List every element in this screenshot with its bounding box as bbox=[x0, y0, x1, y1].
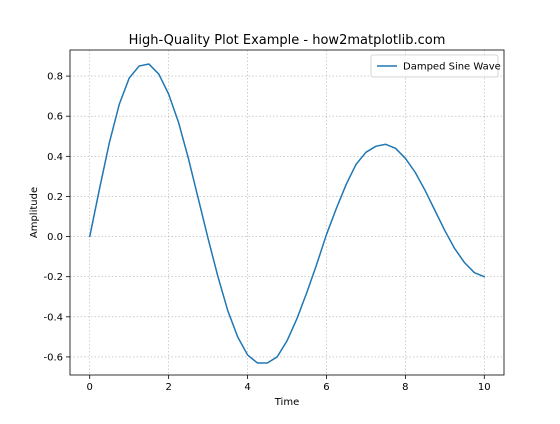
grid-lines bbox=[70, 50, 504, 375]
series-lines bbox=[88, 63, 486, 364]
x-tick-label: 8 bbox=[402, 382, 408, 393]
x-tick-label: 6 bbox=[323, 382, 329, 393]
legend: Damped Sine Wave bbox=[370, 54, 501, 78]
legend-box bbox=[370, 54, 499, 78]
x-axis-label: Time bbox=[274, 397, 299, 408]
chart-title: High-Quality Plot Example - how2matplotl… bbox=[129, 33, 446, 48]
y-tick-label: -0.4 bbox=[43, 312, 63, 323]
y-axis-ticks: -0.6 -0.4 -0.2 0.0 0.2 0.4 0.6 0.8 bbox=[43, 72, 70, 363]
y-tick-label: -0.6 bbox=[43, 352, 63, 363]
x-tick-label: 2 bbox=[165, 382, 171, 393]
series-line-damped-sine-wave bbox=[88, 63, 486, 364]
x-tick-label: 0 bbox=[87, 382, 93, 393]
plot-area-frame bbox=[69, 49, 505, 376]
x-axis-ticks: 0 2 4 6 8 10 bbox=[87, 375, 491, 393]
x-tick-label: 4 bbox=[244, 382, 250, 393]
y-tick-label: -0.2 bbox=[43, 272, 63, 283]
y-tick-label: 0.4 bbox=[47, 152, 63, 163]
y-tick-label: 0.2 bbox=[47, 192, 63, 203]
y-axis-label: Amplitude bbox=[29, 187, 40, 238]
x-tick-label: 10 bbox=[478, 382, 491, 393]
y-tick-label: 0.0 bbox=[47, 232, 63, 243]
y-tick-label: 0.8 bbox=[47, 72, 63, 83]
legend-label-damped-sine-wave: Damped Sine Wave bbox=[403, 62, 501, 73]
y-tick-label: 0.6 bbox=[47, 112, 63, 123]
